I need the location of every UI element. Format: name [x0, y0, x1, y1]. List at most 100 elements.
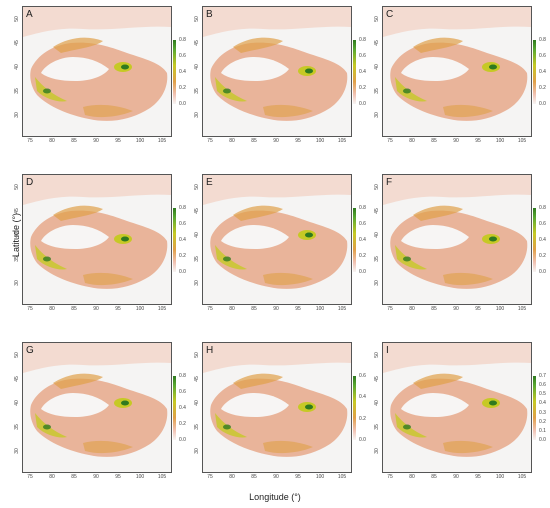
map-frame [382, 6, 532, 137]
western-core [223, 88, 231, 94]
x-tick-label: 80 [49, 474, 55, 480]
x-axis-title: Longitude (°) [249, 492, 301, 502]
x-tick-label: 95 [475, 474, 481, 480]
legend-tick-label: 0.6 [539, 53, 546, 59]
northern-band [233, 37, 283, 53]
map-frame [22, 174, 172, 305]
y-tick-label: 40 [14, 400, 20, 406]
basin-area [221, 393, 289, 417]
northern-band [233, 373, 283, 389]
map-frame [382, 174, 532, 305]
northern-band [413, 37, 463, 53]
panel-letter: I [386, 345, 389, 356]
x-tick-label: 105 [337, 306, 347, 312]
legend-tick-label: 0.8 [539, 37, 546, 43]
legend-tick-label: 0.6 [539, 221, 546, 227]
color-scale-bar [353, 208, 356, 272]
basin-area [41, 57, 109, 81]
x-tick-label: 85 [251, 138, 257, 144]
x-tick-label: 105 [517, 138, 527, 144]
legend-tick-label: 0.2 [359, 253, 366, 259]
eastern-core [489, 64, 497, 70]
x-tick-label: 80 [229, 474, 235, 480]
western-core [43, 256, 51, 262]
y-tick-label: 45 [374, 208, 380, 214]
y-tick-label: 45 [374, 40, 380, 46]
panel-letter: D [26, 177, 34, 188]
legend-tick-label: 0.6 [359, 373, 366, 379]
legend-tick-label: 0.2 [359, 85, 366, 91]
x-tick-label: 95 [115, 474, 121, 480]
y-tick-label: 35 [14, 256, 20, 262]
map-frame [382, 342, 532, 473]
southern-band [443, 440, 493, 454]
panel-letter: G [26, 345, 34, 356]
legend-tick-label: 0.6 [179, 389, 186, 395]
basin-area [401, 393, 469, 417]
x-tick-labels: 75 80 85 90 95 100 105 [202, 138, 350, 146]
color-scale-legend: 0.8 0.6 0.4 0.2 0.0 [173, 37, 186, 107]
y-tick-label: 30 [194, 112, 200, 118]
eastern-core [121, 400, 129, 406]
western-patch [395, 413, 427, 438]
legend-tick-label: 0.8 [179, 37, 186, 43]
western-core [43, 424, 51, 430]
legend-tick-label: 0.5 [539, 391, 546, 398]
y-tick-label: 50 [14, 184, 20, 190]
x-tick-label: 105 [337, 474, 347, 480]
color-scale-legend: 0.8 0.6 0.4 0.2 0.0 [353, 37, 366, 107]
color-scale-legend: 0.8 0.6 0.4 0.2 0.0 [353, 205, 366, 275]
x-tick-label: 85 [431, 306, 437, 312]
legend-tick-label: 0.6 [539, 382, 546, 389]
suitability-map [203, 343, 351, 472]
y-tick-label: 45 [14, 40, 20, 46]
x-tick-label: 85 [251, 306, 257, 312]
y-tick-label: 50 [374, 352, 380, 358]
map-panel: D 50 45 40 35 30 75 80 85 90 95 100 105 0.8 0.6 0.4 0.2 0… [10, 172, 186, 337]
eastern-core [305, 232, 313, 238]
legend-tick-label: 0.4 [179, 69, 186, 75]
legend-tick-label: 0.4 [179, 237, 186, 243]
x-tick-label: 90 [273, 138, 279, 144]
eastern-core [489, 236, 497, 242]
x-tick-label: 90 [93, 474, 99, 480]
y-tick-label: 45 [374, 376, 380, 382]
x-tick-label: 105 [157, 474, 167, 480]
y-tick-label: 45 [14, 208, 20, 214]
x-tick-label: 95 [115, 138, 121, 144]
y-tick-label: 40 [374, 232, 380, 238]
x-tick-label: 75 [27, 138, 33, 144]
x-tick-label: 85 [71, 138, 77, 144]
y-tick-labels: 50 45 40 35 30 [372, 342, 382, 471]
y-tick-labels: 50 45 40 35 30 [12, 6, 22, 135]
x-tick-label: 95 [475, 306, 481, 312]
southern-band [443, 104, 493, 118]
map-panel: E 50 45 40 35 30 75 80 85 90 95 100 105 0.8 0.6 0.4 0.2 0… [190, 172, 366, 337]
northern-band [53, 373, 103, 389]
x-tick-label: 80 [409, 138, 415, 144]
y-tick-labels: 50 45 40 35 30 [12, 342, 22, 471]
northern-region [23, 175, 171, 205]
basin-area [401, 57, 469, 81]
panel-letter: H [206, 345, 214, 356]
x-tick-label: 85 [71, 306, 77, 312]
basin-area [221, 57, 289, 81]
basin-area [41, 393, 109, 417]
map-frame [22, 6, 172, 137]
suitability-map [383, 7, 531, 136]
y-tick-label: 45 [194, 40, 200, 46]
y-tick-label: 50 [374, 184, 380, 190]
panel-letter: F [386, 177, 393, 188]
y-tick-label: 40 [374, 64, 380, 70]
x-tick-label: 100 [495, 306, 505, 312]
western-patch [395, 245, 427, 270]
y-tick-label: 30 [194, 448, 200, 454]
y-tick-label: 35 [194, 424, 200, 430]
northern-region [383, 7, 531, 37]
x-tick-label: 75 [207, 474, 213, 480]
x-tick-label: 90 [453, 138, 459, 144]
x-tick-label: 85 [251, 474, 257, 480]
northern-band [53, 37, 103, 53]
southern-band [83, 272, 133, 286]
western-patch [215, 413, 247, 438]
